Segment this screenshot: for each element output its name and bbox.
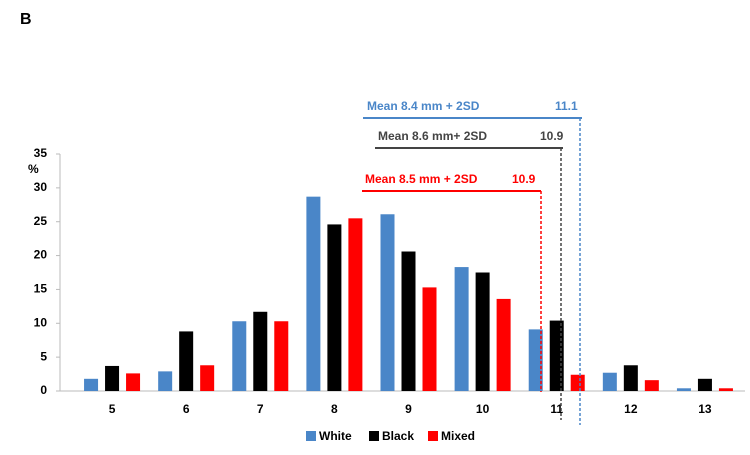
legend-swatch [306, 431, 316, 441]
bar [676, 388, 691, 391]
y-tick-label: 30 [34, 180, 48, 194]
bar [528, 329, 543, 391]
y-tick-label: 5 [40, 349, 47, 363]
y-tick-label: 20 [34, 248, 48, 262]
bar [158, 371, 173, 391]
y-tick-label: 10 [34, 315, 48, 329]
bar [602, 372, 617, 391]
bar [496, 298, 511, 391]
x-tick-label: 5 [109, 402, 116, 416]
bar [697, 378, 712, 391]
bar [348, 218, 363, 391]
bar [422, 287, 437, 391]
x-tick-label: 6 [183, 402, 190, 416]
bar [401, 251, 416, 391]
bar [105, 365, 120, 391]
y-tick-label: 25 [34, 214, 48, 228]
annotation-text: Mean 8.5 mm + 2SD [365, 172, 478, 186]
legend-swatch [428, 431, 438, 441]
x-tick-label: 7 [257, 402, 264, 416]
bar [232, 321, 247, 391]
legend-label: White [319, 429, 352, 443]
bar [179, 331, 194, 391]
x-tick-label: 13 [698, 402, 712, 416]
bar [126, 373, 141, 391]
bar [454, 267, 469, 391]
bar [623, 365, 638, 391]
annotation-value: 11.1 [555, 99, 578, 113]
bar [644, 380, 659, 391]
x-tick-label: 12 [624, 402, 638, 416]
x-tick-label: 8 [331, 402, 338, 416]
y-tick-label: 0 [40, 383, 47, 397]
x-tick-label: 9 [405, 402, 412, 416]
y-tick-label: 15 [34, 282, 48, 296]
bar [475, 272, 490, 391]
bar [327, 224, 342, 391]
x-tick-label: 11 [550, 402, 563, 416]
legend-label: Black [382, 429, 414, 443]
panel-label: B [20, 11, 32, 28]
bar [380, 214, 395, 391]
annotation-text: Mean 8.4 mm + 2SD [367, 99, 480, 113]
y-tick-label: 35 [34, 146, 48, 160]
y-axis-label: % [28, 162, 39, 176]
bar [718, 388, 733, 391]
legend-label: Mixed [441, 429, 475, 443]
bar [306, 196, 321, 391]
bar [570, 374, 585, 391]
legend-swatch [369, 431, 379, 441]
bar [84, 378, 99, 391]
annotation-value: 10.9 [540, 129, 564, 143]
bar [274, 321, 289, 391]
annotation-value: 10.9 [512, 172, 536, 186]
bar [253, 311, 268, 391]
bar [549, 320, 564, 391]
x-tick-label: 10 [476, 402, 490, 416]
annotation-text: Mean 8.6 mm+ 2SD [378, 129, 487, 143]
bar [200, 365, 215, 391]
